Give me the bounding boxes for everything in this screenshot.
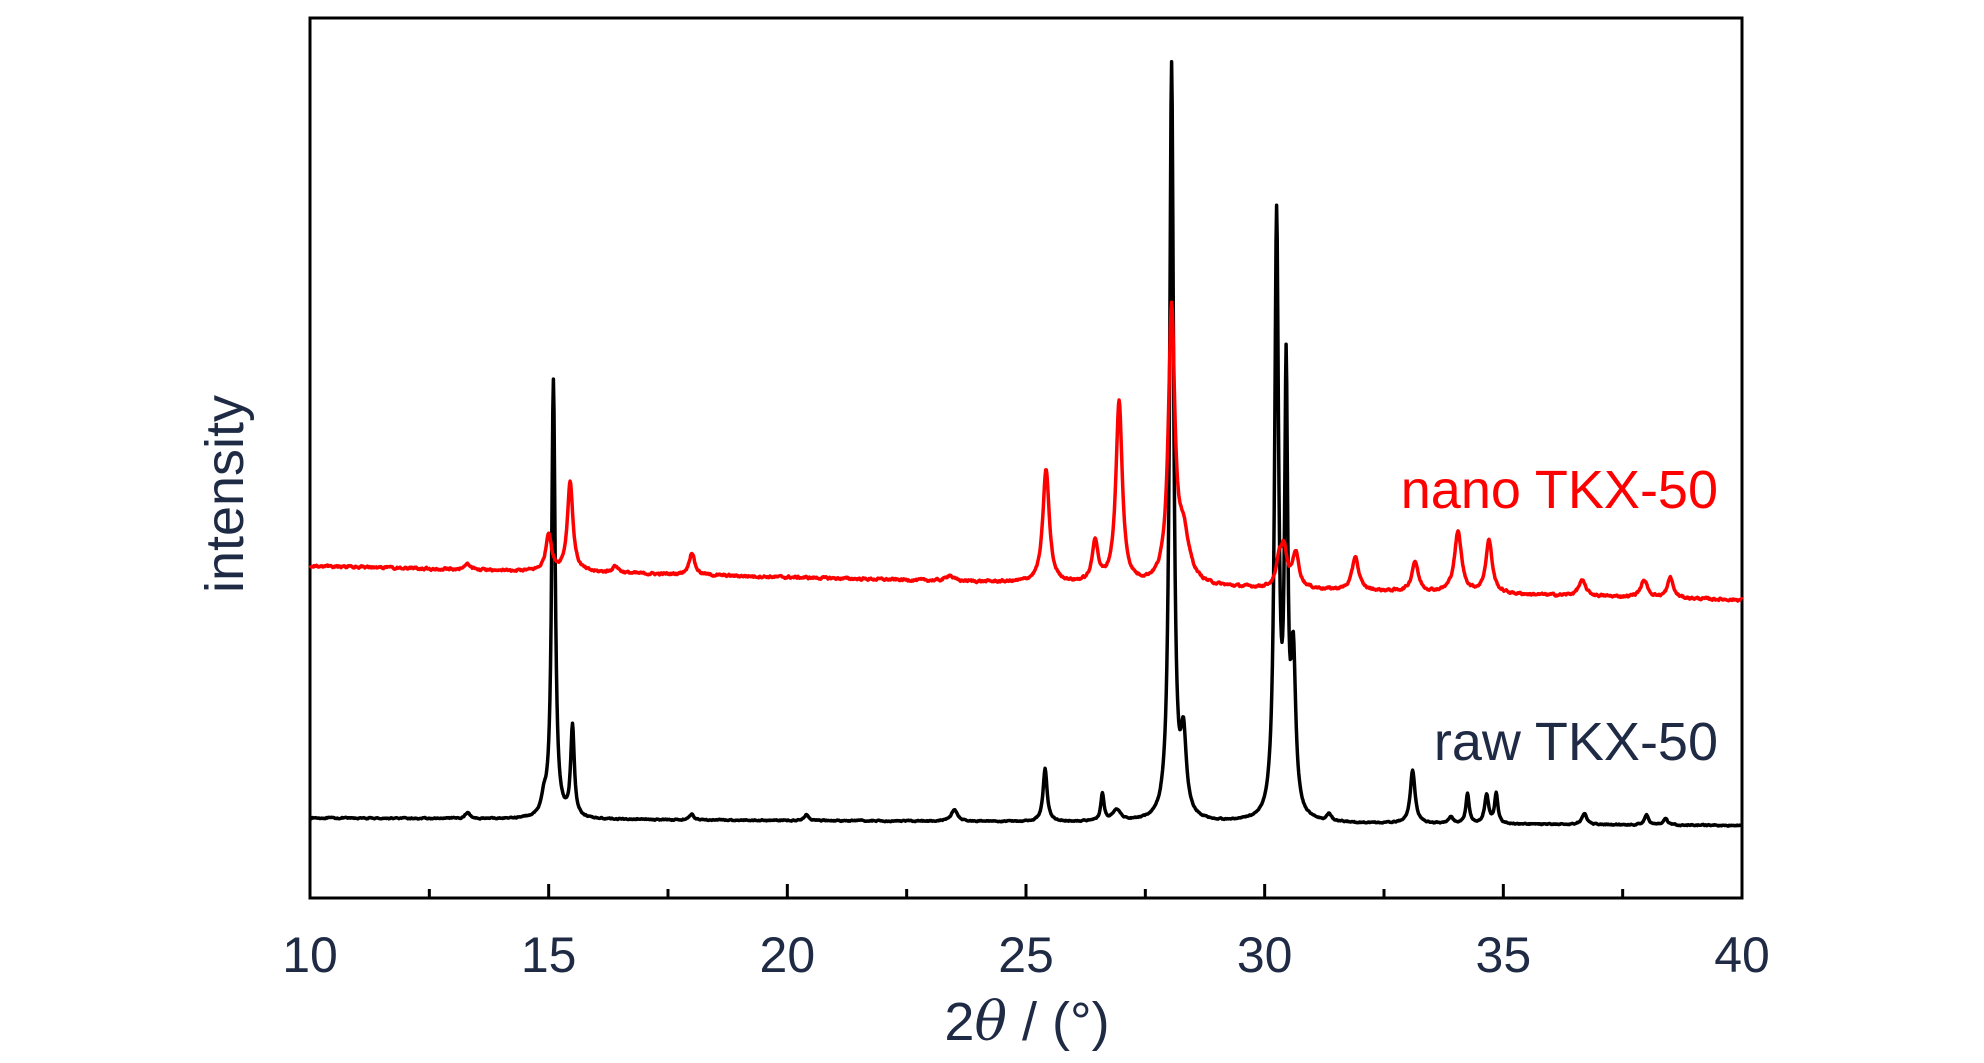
x-tick-label: 20: [760, 927, 816, 983]
series-layer: [308, 59, 1744, 828]
x-axis-tick-labels: 10 15 20 25 30 35 40: [282, 927, 1770, 983]
x-tick-label: 30: [1237, 927, 1293, 983]
x-tick-label: 15: [521, 927, 577, 983]
x-tick-label: 10: [282, 927, 338, 983]
y-axis-label: intensity: [195, 395, 255, 593]
x-axis-ticks: [308, 884, 1744, 898]
x-axis-label: 2θ / (°): [944, 990, 1109, 1053]
series-label-raw: raw TKX-50: [1434, 712, 1718, 772]
series-label-nano: nano TKX-50: [1401, 460, 1718, 520]
series-line-nano: [308, 300, 1744, 603]
series-line-raw: [308, 59, 1744, 828]
x-tick-label: 35: [1476, 927, 1532, 983]
x-tick-label: 40: [1714, 927, 1770, 983]
x-tick-label: 25: [998, 927, 1054, 983]
